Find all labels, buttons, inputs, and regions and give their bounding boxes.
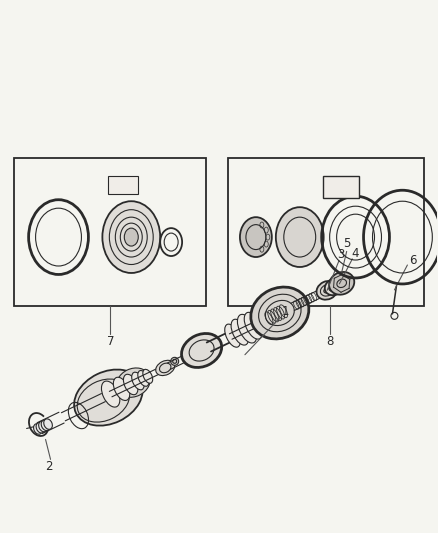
Ellipse shape [231, 319, 248, 345]
Ellipse shape [244, 312, 262, 339]
Ellipse shape [317, 281, 338, 300]
Ellipse shape [143, 369, 153, 383]
Ellipse shape [240, 217, 272, 257]
Ellipse shape [329, 272, 354, 295]
Ellipse shape [138, 370, 149, 386]
Text: 7: 7 [106, 335, 114, 348]
Bar [228, 158, 424, 306]
Ellipse shape [41, 420, 50, 431]
Ellipse shape [225, 324, 240, 347]
Ellipse shape [36, 423, 45, 433]
Ellipse shape [324, 288, 330, 293]
Ellipse shape [117, 368, 150, 397]
Bar [14, 158, 206, 306]
Ellipse shape [276, 207, 324, 267]
Ellipse shape [44, 419, 53, 430]
Text: 8: 8 [326, 335, 333, 348]
Ellipse shape [113, 377, 130, 400]
Text: 2: 2 [45, 460, 52, 473]
Bar [108, 176, 138, 194]
Ellipse shape [124, 228, 138, 246]
Ellipse shape [156, 360, 175, 376]
Bar [323, 176, 359, 198]
Ellipse shape [132, 372, 144, 390]
Ellipse shape [34, 424, 42, 434]
Text: 3: 3 [337, 248, 345, 261]
Ellipse shape [181, 334, 222, 367]
Ellipse shape [251, 287, 309, 339]
Ellipse shape [124, 374, 138, 395]
Text: 4: 4 [352, 247, 359, 261]
Text: 6: 6 [409, 254, 416, 266]
Ellipse shape [102, 201, 160, 273]
Text: 1: 1 [282, 305, 290, 318]
Ellipse shape [258, 310, 271, 330]
Ellipse shape [251, 311, 267, 335]
Ellipse shape [237, 314, 257, 343]
Ellipse shape [171, 357, 179, 365]
Ellipse shape [102, 381, 120, 407]
Ellipse shape [74, 369, 143, 426]
Text: 5: 5 [343, 237, 350, 250]
Ellipse shape [39, 421, 47, 432]
Ellipse shape [325, 278, 344, 295]
